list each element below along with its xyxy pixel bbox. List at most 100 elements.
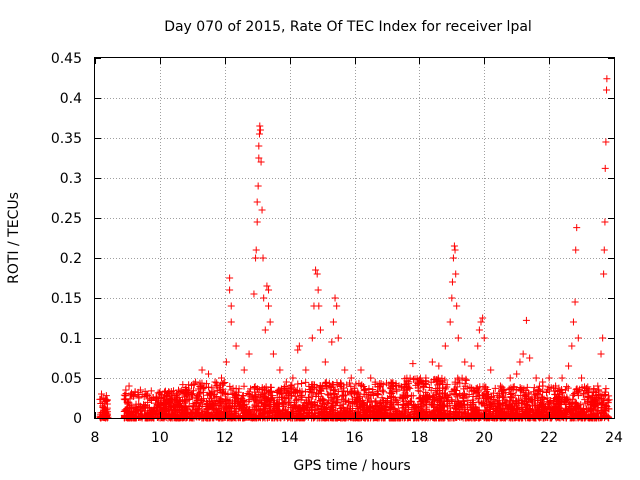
data-point (387, 393, 395, 401)
data-point (554, 404, 562, 412)
data-point (325, 379, 333, 387)
data-point (204, 413, 212, 421)
data-point (187, 409, 195, 417)
data-point (569, 318, 577, 326)
data-point (470, 407, 478, 415)
data-point (221, 395, 229, 403)
data-point (150, 405, 158, 413)
data-point (482, 408, 490, 416)
data-point (266, 318, 274, 326)
data-point (165, 406, 173, 414)
data-point (543, 388, 551, 396)
data-point (421, 392, 429, 400)
data-point (250, 383, 258, 391)
data-point (123, 399, 131, 407)
data-point (436, 377, 444, 385)
data-point (567, 408, 575, 416)
data-point (603, 403, 611, 411)
data-point (349, 400, 357, 408)
data-point (347, 382, 355, 390)
data-point (562, 398, 570, 406)
data-point (201, 383, 209, 391)
data-point (443, 392, 451, 400)
data-point (507, 390, 515, 398)
data-point (260, 405, 268, 413)
data-point (522, 390, 530, 398)
data-point (450, 414, 458, 422)
data-point (392, 396, 400, 404)
data-point (365, 385, 373, 393)
data-point (498, 385, 506, 393)
data-point (158, 408, 166, 416)
data-point (273, 388, 281, 396)
data-point (290, 398, 298, 406)
data-point (288, 381, 296, 389)
data-point (554, 392, 562, 400)
x-tick-label: 8 (91, 430, 100, 446)
data-point (240, 382, 248, 390)
data-point (129, 408, 137, 416)
data-point (403, 377, 411, 385)
data-point (199, 400, 207, 408)
data-point (576, 385, 584, 393)
data-point (600, 246, 608, 254)
data-point (180, 414, 188, 422)
x-tick-label: 18 (410, 430, 428, 446)
data-point (584, 383, 592, 391)
data-point (503, 413, 511, 421)
data-point (396, 411, 404, 419)
data-point (121, 406, 129, 414)
data-point (451, 387, 459, 395)
data-point (564, 384, 572, 392)
data-point (260, 294, 268, 302)
data-point (261, 326, 269, 334)
data-point (328, 384, 336, 392)
data-point (385, 389, 393, 397)
data-point (558, 374, 566, 382)
data-point (154, 389, 162, 397)
x-axis-label: GPS time / hours (293, 458, 410, 474)
data-point (287, 392, 295, 400)
data-point (346, 379, 354, 387)
data-point (141, 407, 149, 415)
data-point (143, 413, 151, 421)
data-point (436, 395, 444, 403)
data-point (258, 398, 266, 406)
data-point (597, 350, 605, 358)
data-point (226, 274, 234, 282)
data-point (449, 254, 457, 262)
data-point (505, 385, 513, 393)
data-point (97, 390, 105, 398)
data-point (341, 366, 349, 374)
data-point (491, 384, 499, 392)
y-tick-label: 0 (73, 411, 82, 427)
data-point (414, 384, 422, 392)
data-point (238, 394, 246, 402)
data-point (244, 390, 252, 398)
data-point (316, 326, 324, 334)
data-point (479, 391, 487, 399)
data-point (203, 380, 211, 388)
data-point (588, 398, 596, 406)
data-point (347, 374, 355, 382)
data-point (497, 401, 505, 409)
data-point (298, 409, 306, 417)
data-point (265, 407, 273, 415)
data-point (367, 374, 375, 382)
data-point (316, 397, 324, 405)
data-point (265, 399, 273, 407)
data-point (428, 358, 436, 366)
data-point (278, 393, 286, 401)
data-point (212, 382, 220, 390)
data-point (355, 379, 363, 387)
chart-title: Day 070 of 2015, Rate Of TEC Index for r… (164, 19, 532, 35)
data-point (434, 400, 442, 408)
data-point (221, 379, 229, 387)
data-point (480, 334, 488, 342)
data-point (223, 408, 231, 416)
data-point (235, 385, 243, 393)
data-point (539, 387, 547, 395)
data-point (255, 154, 263, 162)
data-point (380, 388, 388, 396)
